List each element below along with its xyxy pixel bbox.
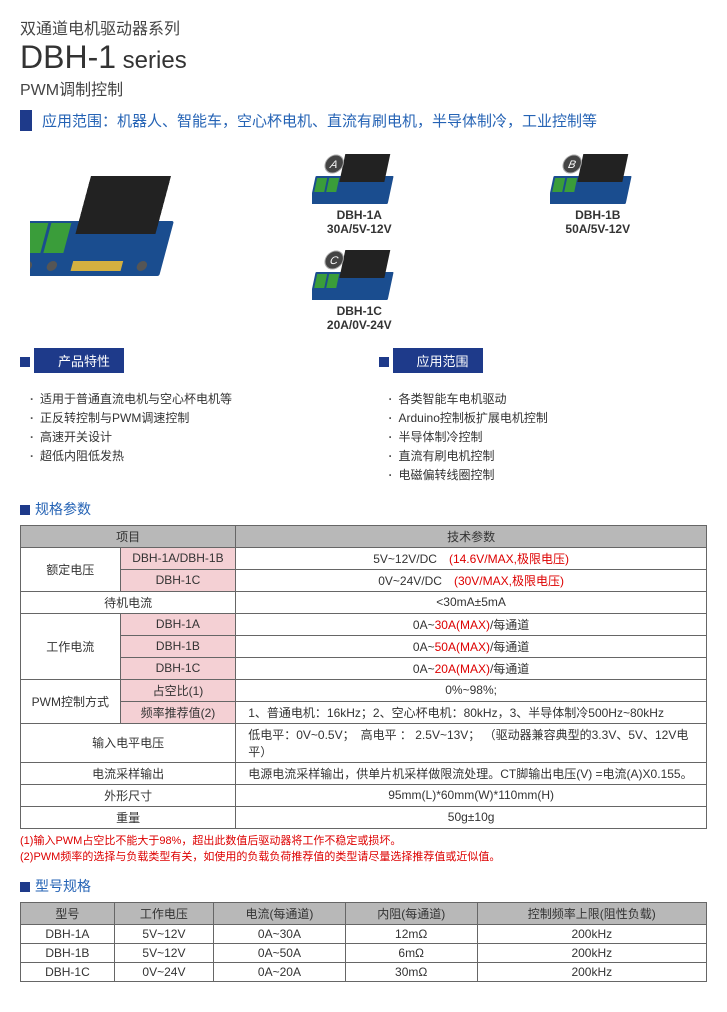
- pcb-small-icon: B: [550, 146, 645, 208]
- rated-voltage-label: 额定电压: [21, 547, 121, 591]
- list-item: 电磁偏转线圈控制: [389, 465, 708, 484]
- wc-sub-0: DBH-1A: [120, 613, 236, 635]
- list-item: 半导体制冷控制: [389, 427, 708, 446]
- cs-val: 电源电流采样输出，供单片机采样做限流处理。CT脚输出电压(V) =电流(A)X0…: [236, 762, 707, 784]
- header-line3: PWM调制控制: [20, 76, 707, 100]
- list-item: 各类智能车电机驱动: [389, 389, 708, 408]
- work-current-label: 工作电流: [21, 613, 121, 679]
- wc-val-2: 0A~20A(MAX)/每通道: [236, 657, 707, 679]
- sub-product: C DBH-1C20A/0V-24V: [250, 242, 469, 333]
- features-title: 产品特性: [34, 348, 124, 373]
- rv-sub-1: DBH-1C: [120, 569, 236, 591]
- cs-label: 电流采样输出: [21, 762, 236, 784]
- input-level-val: 低电平：0V~0.5V； 高电平 ： 2.5V~13V； （驱动器兼容典型的3.…: [236, 723, 707, 762]
- table-cell: 5V~12V: [114, 924, 213, 943]
- table-cell: 200kHz: [477, 943, 706, 962]
- wc-sub-2: DBH-1C: [120, 657, 236, 679]
- feature-columns: 产品特性 适用于普通直流电机与空心杯电机等正反转控制与PWM调速控制高速开关设计…: [20, 348, 707, 484]
- list-item: 直流有刷电机控制: [389, 446, 708, 465]
- pwm-duty-sub: 占空比(1): [120, 679, 236, 701]
- sub-product: A DBH-1A30A/5V-12V: [250, 146, 469, 237]
- main-product-image: [20, 146, 220, 286]
- rv-val-0: 5V~12V/DC (14.6V/MAX,极限电压): [236, 547, 707, 569]
- table-cell: 0A~50A: [214, 943, 346, 962]
- spec-header-right: 技术参数: [236, 525, 707, 547]
- application-bar: 应用范围：机器人、智能车，空心杯电机、直流有刷电机，半导体制冷，工业控制等: [20, 110, 707, 131]
- applications-col: 应用范围 各类智能车电机驱动Arduino控制板扩展电机控制半导体制冷控制直流有…: [379, 348, 708, 484]
- sub-product: B DBH-1B50A/5V-12V: [489, 146, 708, 237]
- dim-label: 外形尺寸: [21, 784, 236, 806]
- weight-val: 50g±10g: [236, 806, 707, 828]
- sub-products-grid: A DBH-1A30A/5V-12V B DBH-1B50A/5V-12V C …: [230, 146, 707, 333]
- list-item: 正反转控制与PWM调速控制: [30, 408, 349, 427]
- spec-table: 项目 技术参数 额定电压 DBH-1A/DBH-1B 5V~12V/DC (14…: [20, 525, 707, 829]
- pcb-small-icon: C: [312, 242, 407, 304]
- input-level-label: 输入电平电压: [21, 723, 236, 762]
- model-table: 型号工作电压电流(每通道)内阻(每通道)控制频率上限(阻性负载) DBH-1A5…: [20, 902, 707, 982]
- model-header-cell: 控制频率上限(阻性负载): [477, 902, 706, 924]
- model-header-cell: 电流(每通道): [214, 902, 346, 924]
- table-cell: DBH-1A: [21, 924, 115, 943]
- features-col: 产品特性 适用于普通直流电机与空心杯电机等正反转控制与PWM调速控制高速开关设计…: [20, 348, 349, 484]
- header-main: DBH-1: [20, 39, 116, 75]
- pwm-freq-val: 1、普通电机：16kHz；2、空心杯电机：80kHz，3、半导体制冷500Hz~…: [236, 701, 707, 723]
- spec-section-title: 规格参数: [20, 499, 707, 519]
- standby-label: 待机电流: [21, 591, 236, 613]
- rv-sub-0: DBH-1A/DBH-1B: [120, 547, 236, 569]
- model-header-cell: 内阻(每通道): [345, 902, 477, 924]
- features-list: 适用于普通直流电机与空心杯电机等正反转控制与PWM调速控制高速开关设计超低内阻低…: [20, 389, 349, 465]
- wc-val-0: 0A~30A(MAX)/每通道: [236, 613, 707, 635]
- spec-header-left: 项目: [21, 525, 236, 547]
- list-item: 适用于普通直流电机与空心杯电机等: [30, 389, 349, 408]
- table-cell: 6mΩ: [345, 943, 477, 962]
- table-cell: 12mΩ: [345, 924, 477, 943]
- applications-list: 各类智能车电机驱动Arduino控制板扩展电机控制半导体制冷控制直流有刷电机控制…: [379, 389, 708, 484]
- page-header: 双通道电机驱动器系列 DBH-1 series PWM调制控制: [20, 15, 707, 100]
- list-item: Arduino控制板扩展电机控制: [389, 408, 708, 427]
- products-area: A DBH-1A30A/5V-12V B DBH-1B50A/5V-12V C …: [20, 146, 707, 333]
- sub-product-label: DBH-1A30A/5V-12V: [327, 208, 392, 237]
- pcb-small-icon: A: [312, 146, 407, 208]
- rv-val-1: 0V~24V/DC (30V/MAX,极限电压): [236, 569, 707, 591]
- model-header-row: 型号工作电压电流(每通道)内阻(每通道)控制频率上限(阻性负载): [21, 902, 707, 924]
- list-item: 超低内阻低发热: [30, 446, 349, 465]
- pcb-board-icon: [30, 151, 210, 281]
- model-section-title: 型号规格: [20, 876, 707, 896]
- table-row: DBH-1B5V~12V0A~50A6mΩ200kHz: [21, 943, 707, 962]
- header-suffix: series: [116, 47, 187, 74]
- pwm-duty-val: 0%~98%;: [236, 679, 707, 701]
- spec-notes: (1)输入PWM占空比不能大于98%，超出此数值后驱动器将工作不稳定或损坏。(2…: [20, 833, 707, 866]
- wc-val-1: 0A~50A(MAX)/每通道: [236, 635, 707, 657]
- dim-val: 95mm(L)*60mm(W)*110mm(H): [236, 784, 707, 806]
- header-title: DBH-1 series: [20, 39, 707, 76]
- sub-product-label: DBH-1B50A/5V-12V: [565, 208, 630, 237]
- table-cell: 5V~12V: [114, 943, 213, 962]
- standby-val: <30mA±5mA: [236, 591, 707, 613]
- applications-title: 应用范围: [393, 348, 483, 373]
- model-header-cell: 型号: [21, 902, 115, 924]
- table-cell: 0A~30A: [214, 924, 346, 943]
- model-body: DBH-1A5V~12V0A~30A12mΩ200kHzDBH-1B5V~12V…: [21, 924, 707, 981]
- wc-sub-1: DBH-1B: [120, 635, 236, 657]
- pwm-label: PWM控制方式: [21, 679, 121, 723]
- list-item: 高速开关设计: [30, 427, 349, 446]
- weight-label: 重量: [21, 806, 236, 828]
- header-line1: 双通道电机驱动器系列: [20, 15, 707, 39]
- sub-product-label: DBH-1C20A/0V-24V: [327, 304, 392, 333]
- table-cell: DBH-1B: [21, 943, 115, 962]
- table-row: DBH-1A5V~12V0A~30A12mΩ200kHz: [21, 924, 707, 943]
- table-cell: 200kHz: [477, 924, 706, 943]
- model-header-cell: 工作电压: [114, 902, 213, 924]
- pwm-freq-sub: 频率推荐值(2): [120, 701, 236, 723]
